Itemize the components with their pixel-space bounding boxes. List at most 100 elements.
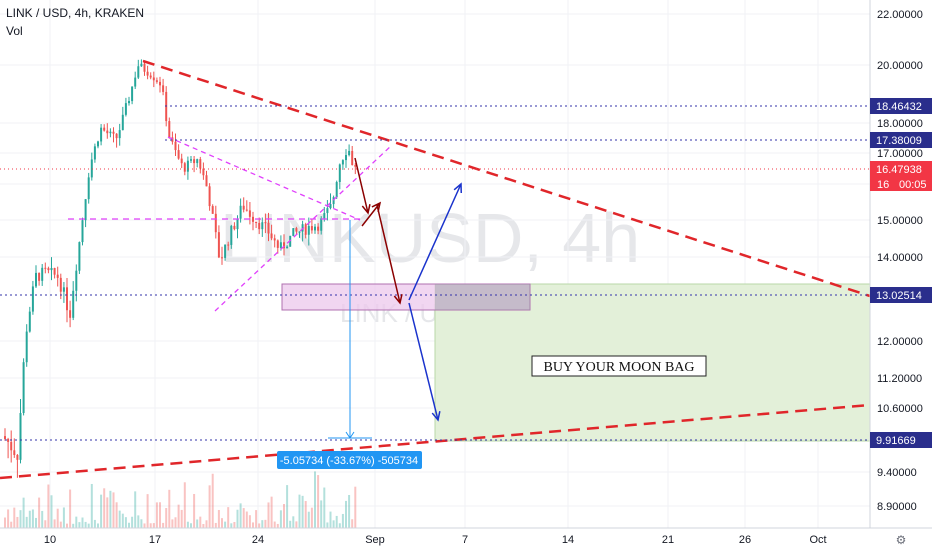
volume-bar — [301, 495, 304, 528]
volume-bar — [307, 511, 310, 528]
candles — [4, 59, 357, 478]
y-tick-label: 15.00000 — [877, 215, 923, 227]
candle-body — [335, 182, 338, 198]
volume-bar — [338, 523, 341, 528]
volume-bar — [16, 516, 19, 528]
volume-bar — [276, 523, 279, 528]
candle-body — [190, 159, 192, 161]
candle-body — [155, 80, 158, 82]
candle-body — [224, 244, 227, 258]
candle-body — [22, 362, 25, 414]
volume-bar — [112, 492, 115, 528]
candle-body — [81, 220, 84, 243]
volume-bar — [31, 509, 34, 528]
candle-body — [273, 238, 276, 241]
candle-body — [348, 150, 351, 156]
candle-body — [202, 168, 205, 176]
volume-bar — [118, 510, 121, 528]
candle-body — [230, 225, 233, 245]
volume-bar — [180, 509, 183, 528]
x-tick-label: 17 — [149, 534, 161, 546]
volume-bar — [22, 497, 25, 528]
x-tick-label: 7 — [462, 534, 468, 546]
red-arrow-3-head — [393, 294, 403, 305]
candle-body — [134, 77, 137, 87]
candle-body — [264, 222, 267, 224]
level-tag-label-2: 13.02514 — [876, 290, 922, 302]
candle-body — [320, 218, 323, 231]
volume-bar — [59, 521, 62, 528]
candle-body — [252, 216, 254, 222]
level-tag-label-1: 17.38009 — [876, 135, 922, 147]
y-tick-label: 12.00000 — [877, 336, 923, 348]
volume-bar — [143, 523, 146, 528]
volume-bar — [131, 516, 134, 528]
candle-body — [310, 226, 313, 231]
volume-bar — [177, 504, 180, 528]
y-tick-label: 20.00000 — [877, 60, 923, 72]
volume-bar — [190, 523, 192, 528]
level-tag-2[interactable] — [870, 287, 932, 303]
lower-trendline[interactable] — [0, 403, 871, 480]
volume-bar — [44, 520, 47, 528]
volume-bar — [56, 508, 59, 528]
upper-trendline[interactable] — [142, 59, 871, 298]
candle-body — [314, 226, 316, 231]
volume-bar — [270, 496, 273, 528]
volume-indicator-label[interactable]: Vol — [6, 24, 23, 38]
candle-body — [109, 131, 112, 134]
candle-body — [248, 210, 251, 217]
red-arrow-3[interactable] — [376, 204, 401, 304]
volume-bar — [72, 523, 75, 528]
blue-arrow-down[interactable] — [408, 302, 439, 421]
last-price-tag[interactable] — [870, 161, 932, 191]
volume-bar — [38, 497, 41, 528]
candle-body — [307, 226, 310, 235]
candle-body — [217, 232, 220, 258]
volume-bar — [326, 522, 329, 528]
candle-body — [286, 246, 289, 249]
candle-body — [103, 127, 106, 131]
drawings[interactable]: -5.05734 (-33.67%) -505734 — [0, 59, 871, 480]
volume-bar — [211, 473, 214, 528]
blue-arrow-down-head — [431, 411, 441, 422]
measure-tag[interactable] — [277, 451, 422, 469]
candle-body — [196, 159, 199, 164]
triangle-top[interactable] — [167, 136, 361, 221]
volume-bar — [128, 522, 130, 528]
volume-bar — [289, 520, 292, 528]
volume-bar — [134, 491, 137, 528]
volume-bar — [351, 519, 354, 528]
volume-bar — [329, 511, 332, 528]
blue-arrow-up[interactable] — [408, 183, 462, 301]
candle-body — [199, 159, 202, 169]
triangle-bottom[interactable] — [214, 144, 393, 312]
gear-icon[interactable]: ⚙ — [896, 533, 907, 547]
watermark-symbol: LINKUSD, 4h — [220, 199, 640, 277]
volume-bar — [335, 515, 338, 528]
volume-bar — [140, 519, 143, 528]
buy-zone — [281, 283, 531, 311]
candle-body — [137, 66, 140, 78]
volume-bar — [199, 516, 202, 528]
moon-bag-label: BUY YOUR MOON BAG — [543, 360, 694, 375]
candle-body — [53, 268, 56, 275]
volume-bar — [295, 521, 298, 528]
volume-bar — [233, 521, 236, 528]
candle-body — [106, 130, 109, 134]
countdown-label: 00:05 — [899, 179, 927, 191]
candle-body — [28, 311, 31, 332]
volume-bar — [193, 493, 196, 528]
candle-body — [100, 127, 103, 142]
red-arrow-1[interactable] — [354, 157, 369, 214]
volume-bar — [217, 509, 220, 528]
volume-bar — [186, 521, 189, 528]
level-tag-0[interactable] — [870, 98, 932, 114]
volume-bar — [345, 500, 347, 528]
level-tag-1[interactable] — [870, 132, 932, 148]
level-tag-3[interactable] — [870, 432, 932, 448]
candle-body — [304, 224, 307, 235]
candle-body — [292, 228, 295, 236]
volume-bar — [258, 523, 261, 528]
